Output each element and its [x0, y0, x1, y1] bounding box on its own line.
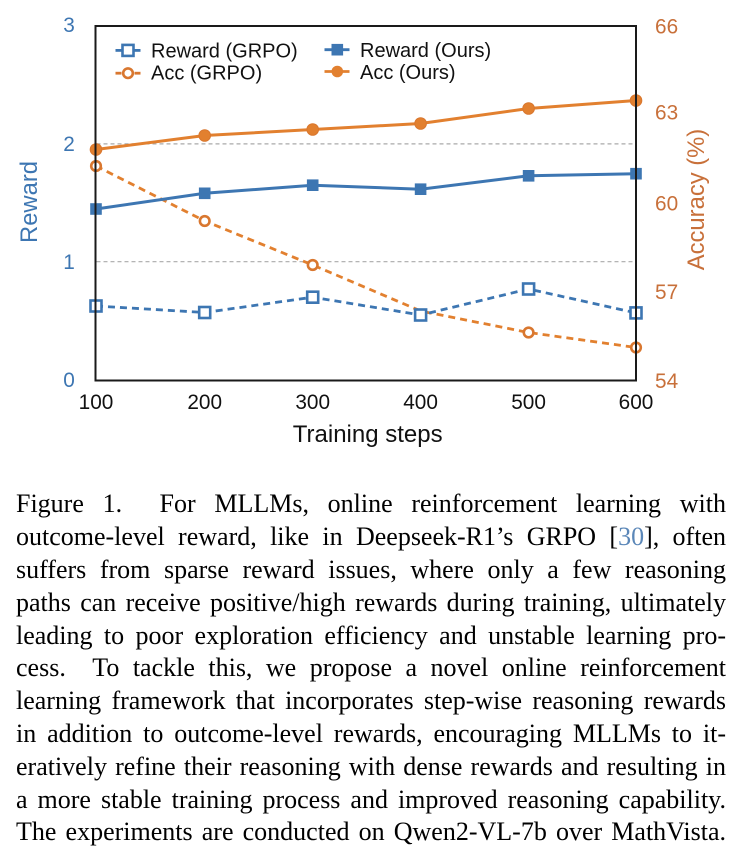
svg-text:3: 3 — [63, 14, 75, 37]
svg-text:Training steps: Training steps — [293, 421, 443, 448]
svg-text:400: 400 — [403, 391, 438, 414]
svg-text:Accuracy (%): Accuracy (%) — [683, 129, 710, 270]
svg-text:0: 0 — [63, 369, 75, 392]
svg-text:500: 500 — [511, 391, 546, 414]
svg-text:60: 60 — [655, 192, 678, 215]
svg-text:200: 200 — [187, 391, 222, 414]
svg-text:2: 2 — [63, 133, 75, 156]
svg-text:Acc (Ours): Acc (Ours) — [360, 62, 456, 84]
svg-text:600: 600 — [619, 391, 654, 414]
svg-text:66: 66 — [655, 16, 678, 39]
svg-text:Reward (GRPO): Reward (GRPO) — [151, 41, 298, 63]
svg-text:Reward (Ours): Reward (Ours) — [360, 40, 491, 62]
svg-text:1: 1 — [63, 251, 75, 274]
svg-text:Acc (GRPO): Acc (GRPO) — [151, 62, 262, 84]
svg-text:300: 300 — [295, 391, 330, 414]
svg-text:54: 54 — [655, 370, 678, 393]
svg-text:63: 63 — [655, 101, 678, 124]
svg-text:100: 100 — [79, 391, 114, 414]
svg-text:Reward: Reward — [16, 161, 43, 243]
svg-text:57: 57 — [655, 281, 678, 304]
